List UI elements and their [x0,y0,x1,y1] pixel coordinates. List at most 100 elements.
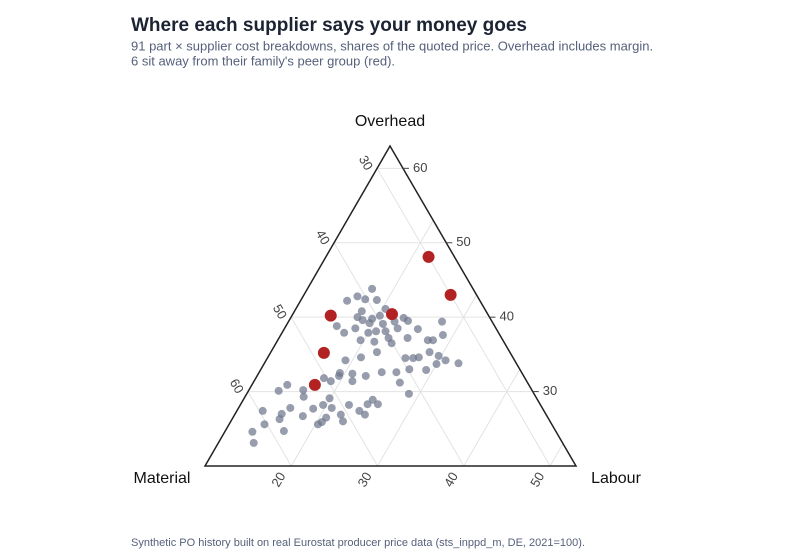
data-point [308,378,321,391]
data-point [248,427,257,436]
data-point [355,406,364,415]
data-point [372,296,381,305]
axis-title: Material [134,470,191,487]
data-point [372,327,381,336]
data-point [326,377,335,386]
data-point [325,394,334,403]
data-point [348,377,357,386]
subtitle: 6 sit away from their family's peer grou… [131,53,395,68]
data-point [258,406,267,415]
data-point [405,365,414,374]
data-point [335,371,344,380]
data-point [274,386,283,395]
data-point [332,322,341,331]
source-note: Synthetic PO history built on real Euros… [131,537,585,549]
data-point [403,334,412,342]
tick-label: 30 [543,383,557,398]
grid-line [377,294,477,467]
data-point [422,366,431,374]
data-point [286,403,295,412]
data-point [279,427,288,436]
data-point [317,346,330,359]
data-point [403,316,412,325]
data-point [392,368,401,377]
data-point [309,404,318,413]
data-point [365,319,374,328]
data-point [319,374,328,383]
data-point [372,348,381,357]
data-point [378,319,387,328]
tick-label: 40 [499,309,513,324]
data-point [375,311,384,320]
tick-label: 20 [268,469,288,489]
data-point [444,288,457,301]
tick-label: 50 [270,302,290,322]
data-point [360,410,369,419]
data-point [401,354,410,363]
data-point [353,292,362,301]
data-point [275,415,284,424]
data-point [395,378,404,387]
data-point [438,331,447,340]
data-point [260,420,269,429]
data-point [381,327,390,336]
data-point [341,356,350,365]
tick-label: 50 [456,234,470,249]
axis-title: Labour [591,470,641,487]
data-point [348,369,357,378]
data-point [363,400,372,409]
data-point [299,386,308,395]
data-point [385,308,398,321]
data-point [358,316,367,325]
triangle-frame [203,144,578,467]
data-point [361,295,370,304]
data-point [404,389,413,398]
tick-label: 60 [227,376,247,396]
data-point [298,412,307,421]
chart-title: Where each supplier says your money goes [131,15,527,36]
data-point [351,324,360,333]
data-point [370,337,379,346]
tick-label: 60 [413,160,427,175]
data-point [249,438,258,447]
data-point [356,336,365,345]
grid-line [549,443,564,467]
data-point [438,317,447,326]
data-point [429,336,438,345]
data-point [413,325,422,334]
data-point [432,360,441,369]
data-point [434,351,443,360]
data-point [422,250,435,263]
data-point [441,356,450,365]
axis-title: Overhead [355,113,425,130]
data-point [425,348,434,357]
tick-label: 30 [355,469,375,489]
data-point [361,371,370,380]
data-point [317,418,326,427]
data-point [283,380,292,389]
data-point [373,400,382,409]
data-point [324,309,337,322]
data-point [338,417,347,426]
data-point [336,410,345,419]
data-point [327,403,336,412]
data-point [414,353,423,362]
data-point [356,353,365,362]
data-point [387,339,396,348]
data-point [364,328,373,337]
tick-label: 40 [441,469,461,489]
tick-label: 50 [527,469,547,489]
data-point [368,284,377,293]
subtitle: 91 part × supplier cost breakdowns, shar… [131,38,653,53]
data-point [368,395,377,404]
data-point [343,296,352,305]
data-point [454,359,463,368]
data-point [340,328,349,337]
tick-label: 30 [356,153,376,173]
grid-line [333,242,465,467]
tick-label: 40 [313,227,333,247]
data-point [377,368,386,377]
grid-line [463,369,521,467]
data-point [393,324,402,333]
